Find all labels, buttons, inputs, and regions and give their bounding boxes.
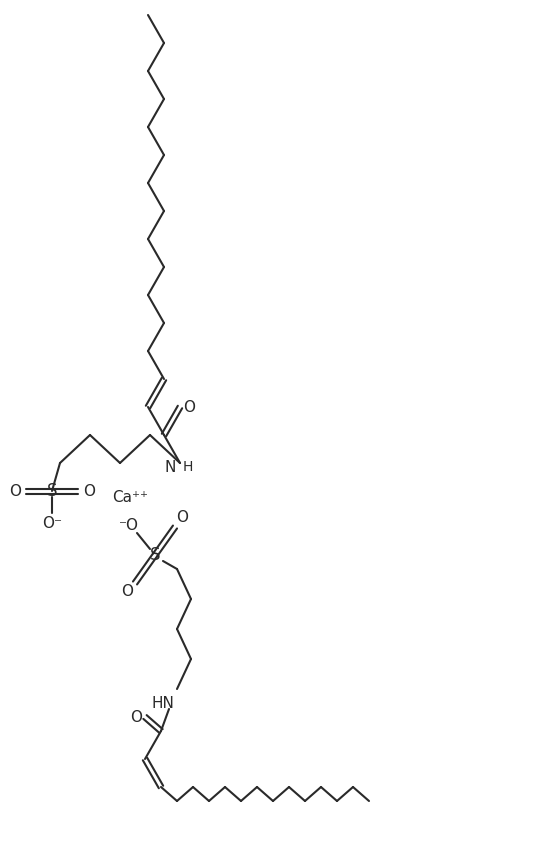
- Text: O: O: [183, 399, 195, 415]
- Text: H: H: [183, 460, 193, 474]
- Text: HN: HN: [152, 695, 174, 710]
- Text: O: O: [130, 709, 142, 725]
- Text: N: N: [165, 460, 176, 475]
- Text: O: O: [83, 483, 95, 499]
- Text: S: S: [47, 482, 57, 500]
- Text: O: O: [176, 510, 188, 526]
- Text: O: O: [9, 483, 21, 499]
- Text: ⁻O: ⁻O: [119, 518, 139, 533]
- Text: S: S: [150, 546, 160, 564]
- Text: O⁻: O⁻: [42, 515, 62, 531]
- Text: Ca⁺⁺: Ca⁺⁺: [112, 489, 148, 505]
- Text: O: O: [121, 585, 133, 599]
